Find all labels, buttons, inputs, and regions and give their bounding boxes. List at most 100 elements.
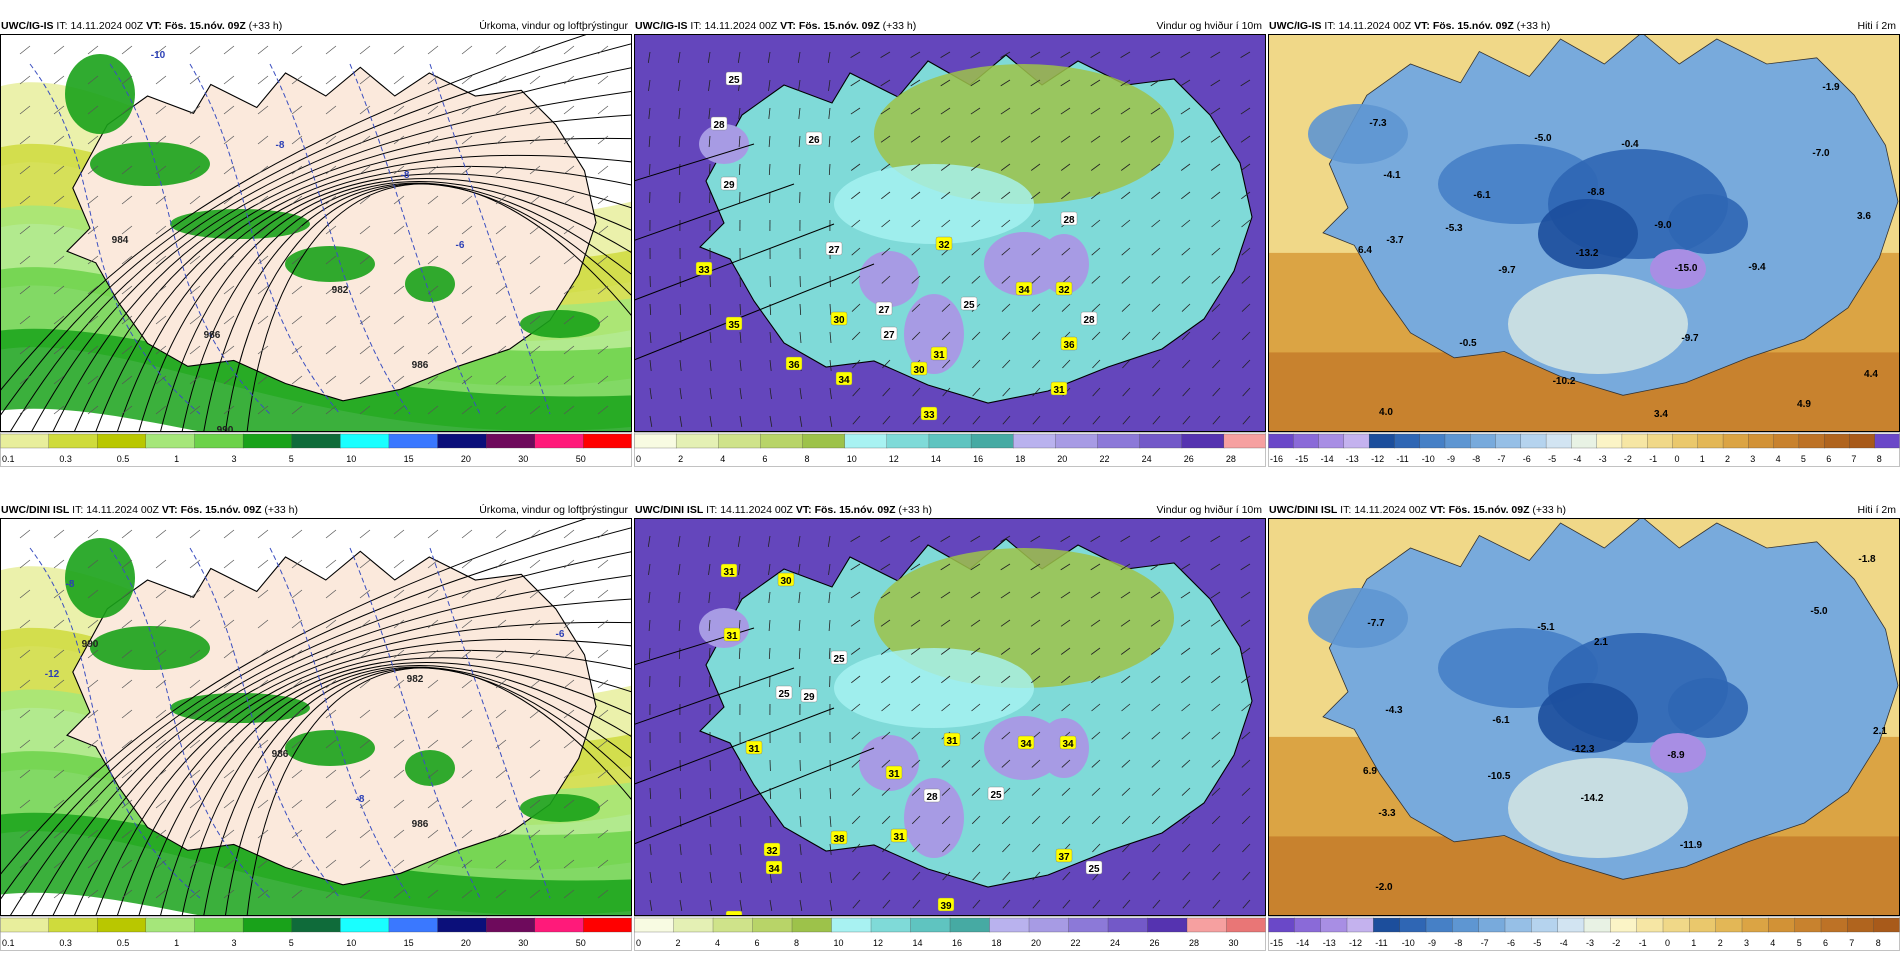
legend-tick: 2 bbox=[678, 454, 683, 464]
svg-text:984: 984 bbox=[112, 235, 129, 246]
precip-cell bbox=[90, 626, 210, 670]
svg-text:-15.0: -15.0 bbox=[1675, 263, 1698, 274]
legend-tick: 5 bbox=[289, 454, 294, 464]
svg-text:30: 30 bbox=[780, 576, 792, 587]
legend-tick: 0 bbox=[1675, 454, 1680, 464]
svg-text:25: 25 bbox=[963, 300, 975, 311]
run-info: UWC/DINI ISL IT: 14.11.2024 00Z VT: Fös.… bbox=[1269, 504, 1566, 516]
legend-swatch bbox=[243, 918, 292, 932]
it-value: 14.11.2024 00Z bbox=[704, 20, 777, 32]
legend-swatch bbox=[243, 434, 292, 448]
svg-text:-8: -8 bbox=[276, 140, 285, 151]
vt-label: VT: bbox=[1430, 504, 1446, 516]
map-value-label: -14.2 bbox=[1581, 793, 1604, 804]
legend-swatch bbox=[1319, 434, 1345, 448]
legend-tick: 20 bbox=[461, 938, 471, 948]
map-area[interactable]: 990986982986990-8-12-8-6 bbox=[0, 518, 632, 916]
svg-text:982: 982 bbox=[332, 285, 349, 296]
map-value-label: 984 bbox=[112, 235, 129, 246]
legend-tick: 30 bbox=[1229, 938, 1239, 948]
forecast-panel: UWC/DINI ISL IT: 14.11.2024 00Z VT: Fös.… bbox=[1268, 484, 1900, 954]
svg-text:-7.7: -7.7 bbox=[1367, 618, 1385, 629]
legend-swatch bbox=[1426, 918, 1453, 932]
precip-cell bbox=[65, 538, 135, 618]
cold-zone bbox=[1308, 588, 1408, 648]
map-value-label: -8.8 bbox=[1587, 187, 1605, 198]
svg-text:32: 32 bbox=[766, 846, 778, 857]
legend-tick: 12 bbox=[873, 938, 883, 948]
legend-tick: 12 bbox=[889, 454, 899, 464]
legend-tick: -11 bbox=[1396, 454, 1408, 464]
model-name: UWC/DINI ISL bbox=[1269, 504, 1337, 516]
precip-cell bbox=[65, 54, 135, 134]
legend-swatch bbox=[832, 918, 872, 932]
map-value-label: -15.0 bbox=[1675, 263, 1698, 274]
it-value: 14.11.2024 00Z bbox=[1354, 504, 1427, 516]
svg-text:-6.1: -6.1 bbox=[1492, 715, 1510, 726]
legend-tick: 7 bbox=[1851, 454, 1856, 464]
svg-text:29: 29 bbox=[803, 692, 815, 703]
forecast-panel: UWC/DINI ISL IT: 14.11.2024 00Z VT: Fös.… bbox=[634, 484, 1266, 954]
map-area[interactable]: -7.3-5.0-0.4-1.9-4.1-6.1-8.8-7.0-3.7-5.3… bbox=[1268, 34, 1900, 432]
lead-time: (+33 h) bbox=[883, 20, 917, 32]
legend-tick: 0.3 bbox=[59, 454, 72, 464]
map-value-label: 3.4 bbox=[1654, 409, 1668, 420]
legend-swatch bbox=[1824, 434, 1850, 448]
gust-zone bbox=[699, 608, 749, 648]
legend-swatch bbox=[1689, 918, 1716, 932]
legend-tick: 8 bbox=[1876, 938, 1881, 948]
map-value-label: 31 bbox=[931, 347, 947, 361]
legend-swatch bbox=[1452, 918, 1479, 932]
svg-text:34: 34 bbox=[1062, 739, 1074, 750]
vt-value: Fös. 15.nóv. 09Z bbox=[181, 504, 262, 516]
lead-time: (+33 h) bbox=[264, 504, 298, 516]
svg-text:3.4: 3.4 bbox=[1654, 409, 1668, 420]
panel-title: Úrkoma, vindur og loftþrýstingur bbox=[479, 20, 628, 32]
svg-text:25: 25 bbox=[728, 75, 740, 86]
legend-swatch bbox=[1470, 434, 1496, 448]
legend-tick: 10 bbox=[847, 454, 857, 464]
legend-tick: 0.5 bbox=[117, 454, 130, 464]
legend-tick: 14 bbox=[931, 454, 941, 464]
svg-text:-9.0: -9.0 bbox=[1654, 220, 1672, 231]
legend-tick: 50 bbox=[576, 454, 586, 464]
legend-tick: 6 bbox=[755, 938, 760, 948]
legend-swatch bbox=[971, 434, 1014, 448]
map-value-label: -0.5 bbox=[1459, 338, 1477, 349]
svg-text:30: 30 bbox=[913, 365, 925, 376]
panel-header: UWC/IG-IS IT: 14.11.2024 00Z VT: Fös. 15… bbox=[634, 0, 1266, 36]
legend-swatch bbox=[1521, 434, 1547, 448]
legend-tick: 10 bbox=[346, 454, 356, 464]
legend-swatch bbox=[1140, 434, 1183, 448]
map-value-label: 27 bbox=[876, 302, 892, 316]
legend-tick: 7 bbox=[1849, 938, 1854, 948]
map-value-label: -1.8 bbox=[1858, 554, 1876, 565]
legend-swatch bbox=[845, 434, 888, 448]
legend-swatch bbox=[1097, 434, 1140, 448]
precip-cell bbox=[90, 142, 210, 186]
map-value-label: -11.9 bbox=[1680, 840, 1703, 851]
legend-tick: 30 bbox=[518, 454, 528, 464]
map-value-label: -9.7 bbox=[1681, 333, 1699, 344]
legend-swatch bbox=[1849, 434, 1875, 448]
svg-text:38: 38 bbox=[833, 834, 845, 845]
legend-tick: 3 bbox=[1744, 938, 1749, 948]
svg-text:-14.2: -14.2 bbox=[1581, 793, 1604, 804]
map-value-label: -8 bbox=[401, 170, 410, 181]
legend-swatch bbox=[803, 434, 846, 448]
legend-swatch bbox=[1774, 434, 1800, 448]
legend-swatch bbox=[1571, 434, 1597, 448]
legend-tick: 22 bbox=[1100, 454, 1110, 464]
legend-swatch bbox=[887, 434, 930, 448]
legend-tick: -8 bbox=[1454, 938, 1462, 948]
legend-tick: -1 bbox=[1639, 938, 1647, 948]
svg-text:-2.0: -2.0 bbox=[1375, 882, 1393, 893]
legend-swatch bbox=[1874, 918, 1900, 932]
legend-swatch bbox=[438, 918, 487, 932]
